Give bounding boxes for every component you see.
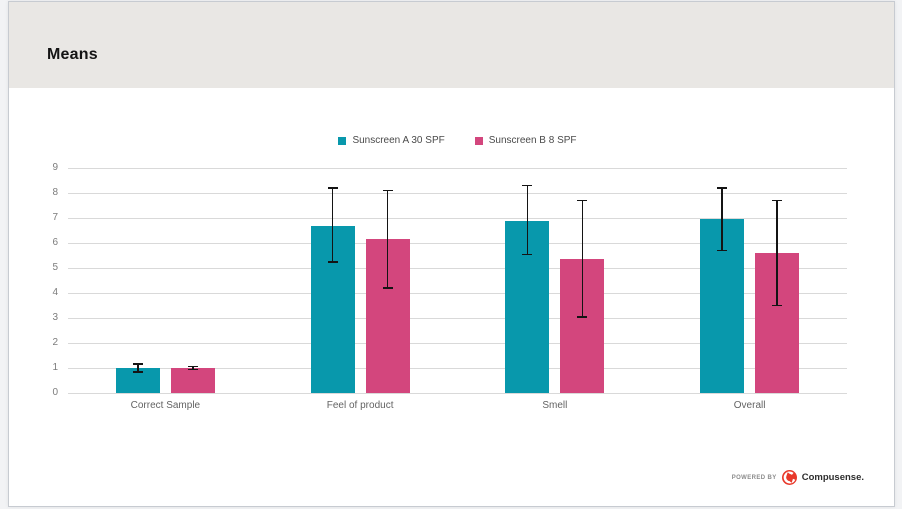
error-bar-cap <box>382 189 393 192</box>
error-bar-cap <box>522 253 533 255</box>
error-bar <box>721 188 723 251</box>
y-tick-label: 0 <box>52 387 58 398</box>
error-bar-cap <box>187 368 198 370</box>
legend-label: Sunscreen A 30 SPF <box>352 135 445 146</box>
gridline <box>68 167 847 169</box>
gridline <box>68 267 847 269</box>
y-tick-label: 9 <box>52 162 58 173</box>
x-category-label: Feel of product <box>326 400 394 411</box>
powered-by-footer: POWERED BY Compusense. <box>732 470 864 485</box>
gridline <box>68 367 847 369</box>
error-bar-cap <box>717 187 728 189</box>
error-bar-cap <box>382 287 393 289</box>
error-bar-cap <box>522 184 533 187</box>
error-bar <box>776 200 778 306</box>
x-category-label: Overall <box>733 400 766 411</box>
error-bar <box>386 190 389 288</box>
legend-item[interactable]: Sunscreen B 8 SPF <box>474 135 577 146</box>
legend-swatch-icon <box>474 136 483 145</box>
error-bar <box>581 200 584 317</box>
y-tick-label: 2 <box>52 337 58 348</box>
compusense-logo-icon <box>781 470 797 485</box>
page-title: Means <box>47 46 98 63</box>
error-bar-cap <box>772 199 783 202</box>
gridline <box>68 192 847 194</box>
y-tick-label: 5 <box>52 262 58 273</box>
chart-legend: Sunscreen A 30 SPF Sunscreen B 8 SPF <box>68 135 847 146</box>
error-bar-cap <box>577 316 588 318</box>
means-bar-chart: Sunscreen A 30 SPF Sunscreen B 8 SPF 0 1 2 3… <box>9 88 894 448</box>
compusense-brand: Compusense. <box>801 472 864 483</box>
bar-series-b <box>170 368 215 393</box>
error-bar-cap <box>327 261 338 263</box>
error-bar-cap <box>132 371 143 373</box>
error-bar-cap <box>772 304 783 307</box>
error-bar <box>331 188 334 262</box>
x-category-label: Smell <box>542 400 568 411</box>
y-tick-label: 1 <box>52 362 58 373</box>
y-tick-label: 8 <box>52 187 58 198</box>
powered-by-label: POWERED BY <box>731 474 777 481</box>
gridline <box>68 217 847 219</box>
error-bar-cap <box>327 187 338 189</box>
y-tick-label: 4 <box>52 287 58 298</box>
report-card: Means Sunscreen A 30 SPF Sunscreen B 8 SP… <box>8 1 895 507</box>
error-bar <box>526 185 529 255</box>
plot-area: Correct Sample Feel of product Smell Overal… <box>68 167 847 411</box>
error-bar-cap <box>132 363 143 365</box>
y-tick-label: 7 <box>52 212 58 223</box>
y-tick-label: 6 <box>52 237 58 248</box>
error-bar-cap <box>187 365 198 368</box>
report-header: Means <box>9 2 894 88</box>
error-bar-cap <box>717 249 728 252</box>
y-tick-label: 3 <box>52 312 58 323</box>
x-category-label: Correct Sample <box>130 400 201 411</box>
gridline <box>68 242 847 244</box>
gridline <box>68 392 847 394</box>
gridline <box>68 317 847 319</box>
gridline <box>68 342 847 344</box>
error-bar-cap <box>577 199 588 202</box>
error-bar <box>137 364 139 372</box>
legend-label: Sunscreen B 8 SPF <box>488 135 577 146</box>
legend-item[interactable]: Sunscreen A 30 SPF <box>338 135 445 146</box>
error-bar <box>192 366 194 370</box>
gridline <box>68 292 847 294</box>
legend-swatch-icon <box>338 136 347 145</box>
